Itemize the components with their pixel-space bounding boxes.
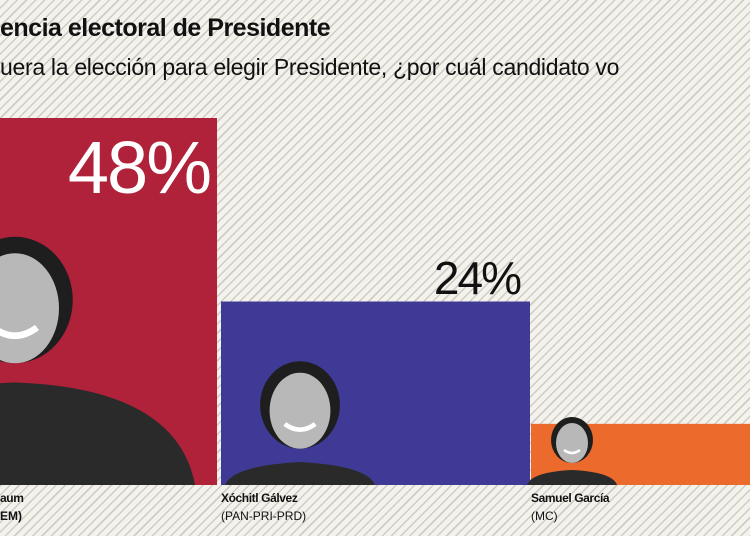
candidate-name-1: aum — [0, 491, 24, 505]
data-label-1: 48% — [68, 126, 210, 209]
candidate-party-1: EM) — [0, 509, 22, 523]
candidate-photo-2 — [225, 361, 375, 485]
chart-title: encia electoral de Presidente — [0, 14, 331, 42]
candidate-name-2: Xóchitl Gálvez — [221, 491, 298, 505]
data-label-2: 24% — [434, 252, 521, 304]
candidate-photo-3 — [527, 417, 617, 485]
candidate-photo-1 — [0, 236, 195, 485]
candidate-party-2: (PAN-PRI-PRD) — [221, 509, 307, 523]
candidate-party-3: (MC) — [531, 509, 558, 523]
candidate-name-3: Samuel García — [531, 491, 610, 505]
chart-subtitle: uera la elección para elegir Presidente,… — [0, 54, 620, 80]
